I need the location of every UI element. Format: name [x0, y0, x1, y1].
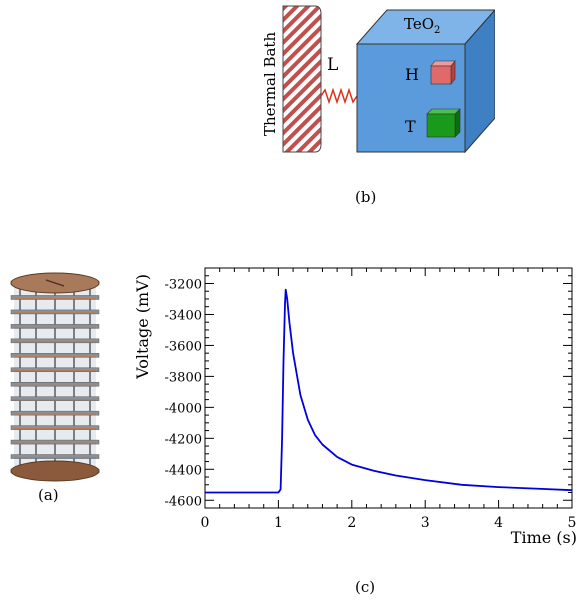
- x-tick-label: 1: [274, 515, 283, 531]
- tower-frame: [10, 324, 100, 329]
- caption-a: (a): [38, 486, 59, 504]
- voltage-pulse-line: [205, 288, 573, 494]
- y-tick-label: -4000: [165, 401, 202, 416]
- thermal-link-spring: [320, 87, 358, 105]
- tower-frame: [10, 425, 100, 430]
- x-tick-label: 5: [568, 515, 577, 531]
- tower-top-mark: [45, 279, 65, 287]
- x-axis-label: Time (s): [511, 528, 577, 547]
- thermistor-label: T: [405, 117, 416, 136]
- y-tick-label: -4600: [165, 494, 202, 509]
- y-tick-label: -3400: [165, 308, 202, 323]
- y-tick-label: -3200: [165, 277, 202, 292]
- x-tick-label: 4: [494, 515, 503, 531]
- thermistor-top: [426, 108, 461, 115]
- caption-c: (c): [355, 578, 376, 596]
- thermistor-side: [454, 108, 461, 138]
- plot-frame: [204, 267, 573, 509]
- tower-frame: [10, 381, 100, 387]
- thermal-model-diagram: Thermal Bath L TeO2 H T: [261, 5, 495, 154]
- heater-label: H: [405, 65, 419, 84]
- tower-frame: [10, 338, 100, 344]
- y-tick-label: -4200: [165, 432, 202, 447]
- tower-frame: [10, 353, 100, 358]
- crystal-tower-illustration: [10, 272, 100, 482]
- tower-frame: [10, 410, 100, 416]
- x-tick-label: 3: [421, 515, 430, 531]
- tower-frame: [10, 439, 100, 445]
- heater-icon: [430, 65, 452, 85]
- tower-frame: [10, 396, 100, 401]
- tower-bottom-plate: [10, 460, 100, 482]
- tower-frame: [10, 367, 100, 373]
- thermistor-icon: [426, 113, 456, 138]
- tower-frame: [10, 295, 100, 300]
- y-tick-label: -3600: [165, 339, 202, 354]
- tower-frame: [10, 454, 100, 459]
- pulse-chart: 0 1 2 3 4 5 -4600 -4400 -4200 -4000 -3800 -3600 -340…: [133, 267, 577, 547]
- crystal-label: TeO2: [404, 15, 440, 36]
- x-tick-label: 0: [201, 515, 210, 531]
- thermal-bath-label: Thermal Bath: [261, 32, 279, 136]
- thermal-bath-block: [282, 5, 322, 153]
- x-tick-label: 2: [347, 515, 356, 531]
- thermal-link-label: L: [327, 55, 338, 75]
- y-tick-label: -3800: [165, 370, 202, 385]
- tower-frame: [10, 309, 100, 315]
- y-axis-label: Voltage (mV): [133, 274, 152, 380]
- caption-b: (b): [355, 188, 377, 206]
- y-tick-label: -4400: [165, 463, 202, 478]
